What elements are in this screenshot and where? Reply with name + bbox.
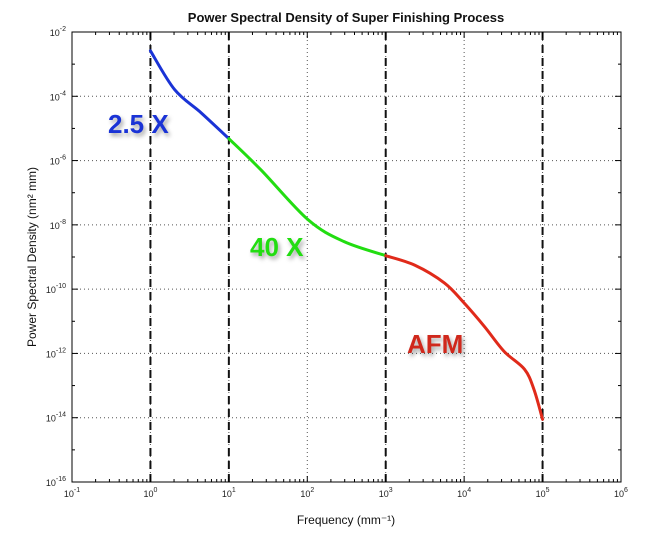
x-tick-label: 103 — [379, 487, 393, 499]
series-line-2-5-x — [148, 49, 231, 141]
x-tick-label: 102 — [300, 487, 314, 499]
annotation-label: 40 X — [250, 232, 304, 262]
y-tick-label: 10-12 — [46, 347, 66, 359]
y-tick-label: 10-10 — [46, 283, 66, 295]
y-tick-label: 10-4 — [50, 90, 66, 102]
chart-title: Power Spectral Density of Super Finishin… — [188, 10, 504, 25]
x-axis-label: Frequency (mm⁻¹) — [297, 513, 395, 527]
x-tick-label: 105 — [536, 487, 550, 499]
annotation-label: 2.5 X — [108, 109, 169, 139]
x-tick-label: 106 — [614, 487, 628, 499]
annotation-label: AFM — [407, 329, 463, 359]
y-axis-label: Power Spectral Density (nm² mm) — [25, 167, 39, 347]
series-line-afm — [384, 254, 545, 421]
x-tick-label: 100 — [143, 487, 157, 499]
y-tick-label: 10-16 — [46, 476, 66, 488]
x-tick-label: 104 — [457, 487, 471, 499]
y-tick-label: 10-6 — [50, 155, 66, 167]
y-tick-label: 10-2 — [50, 26, 66, 38]
x-tick-label: 101 — [222, 487, 236, 499]
y-tick-label: 10-8 — [50, 219, 66, 231]
plot-frame — [71, 31, 622, 483]
x-tick-label: 10-1 — [64, 487, 80, 499]
y-tick-label: 10-14 — [46, 412, 66, 424]
series-line-40-x — [227, 137, 388, 258]
